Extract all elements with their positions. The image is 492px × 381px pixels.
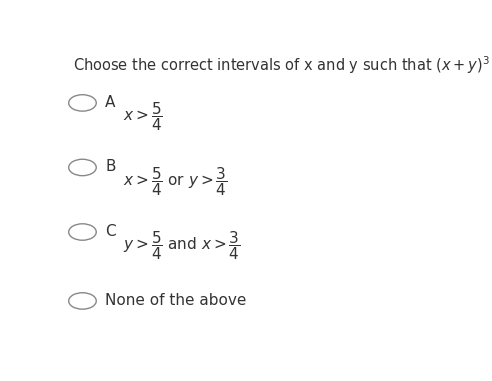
Text: None of the above: None of the above	[105, 293, 246, 309]
Text: B: B	[105, 159, 116, 174]
Text: $x > \dfrac{5}{4}$: $x > \dfrac{5}{4}$	[123, 100, 162, 133]
Text: Choose the correct intervals of x and y such that $(x+y)^3$ is greater than 8.: Choose the correct intervals of x and y …	[73, 54, 492, 76]
Text: C: C	[105, 224, 116, 239]
Text: $y > \dfrac{5}{4}$ and $x > \dfrac{3}{4}$: $y > \dfrac{5}{4}$ and $x > \dfrac{3}{4}…	[123, 229, 240, 262]
Text: $x > \dfrac{5}{4}$ or $y > \dfrac{3}{4}$: $x > \dfrac{5}{4}$ or $y > \dfrac{3}{4}$	[123, 165, 227, 198]
Text: A: A	[105, 94, 116, 110]
